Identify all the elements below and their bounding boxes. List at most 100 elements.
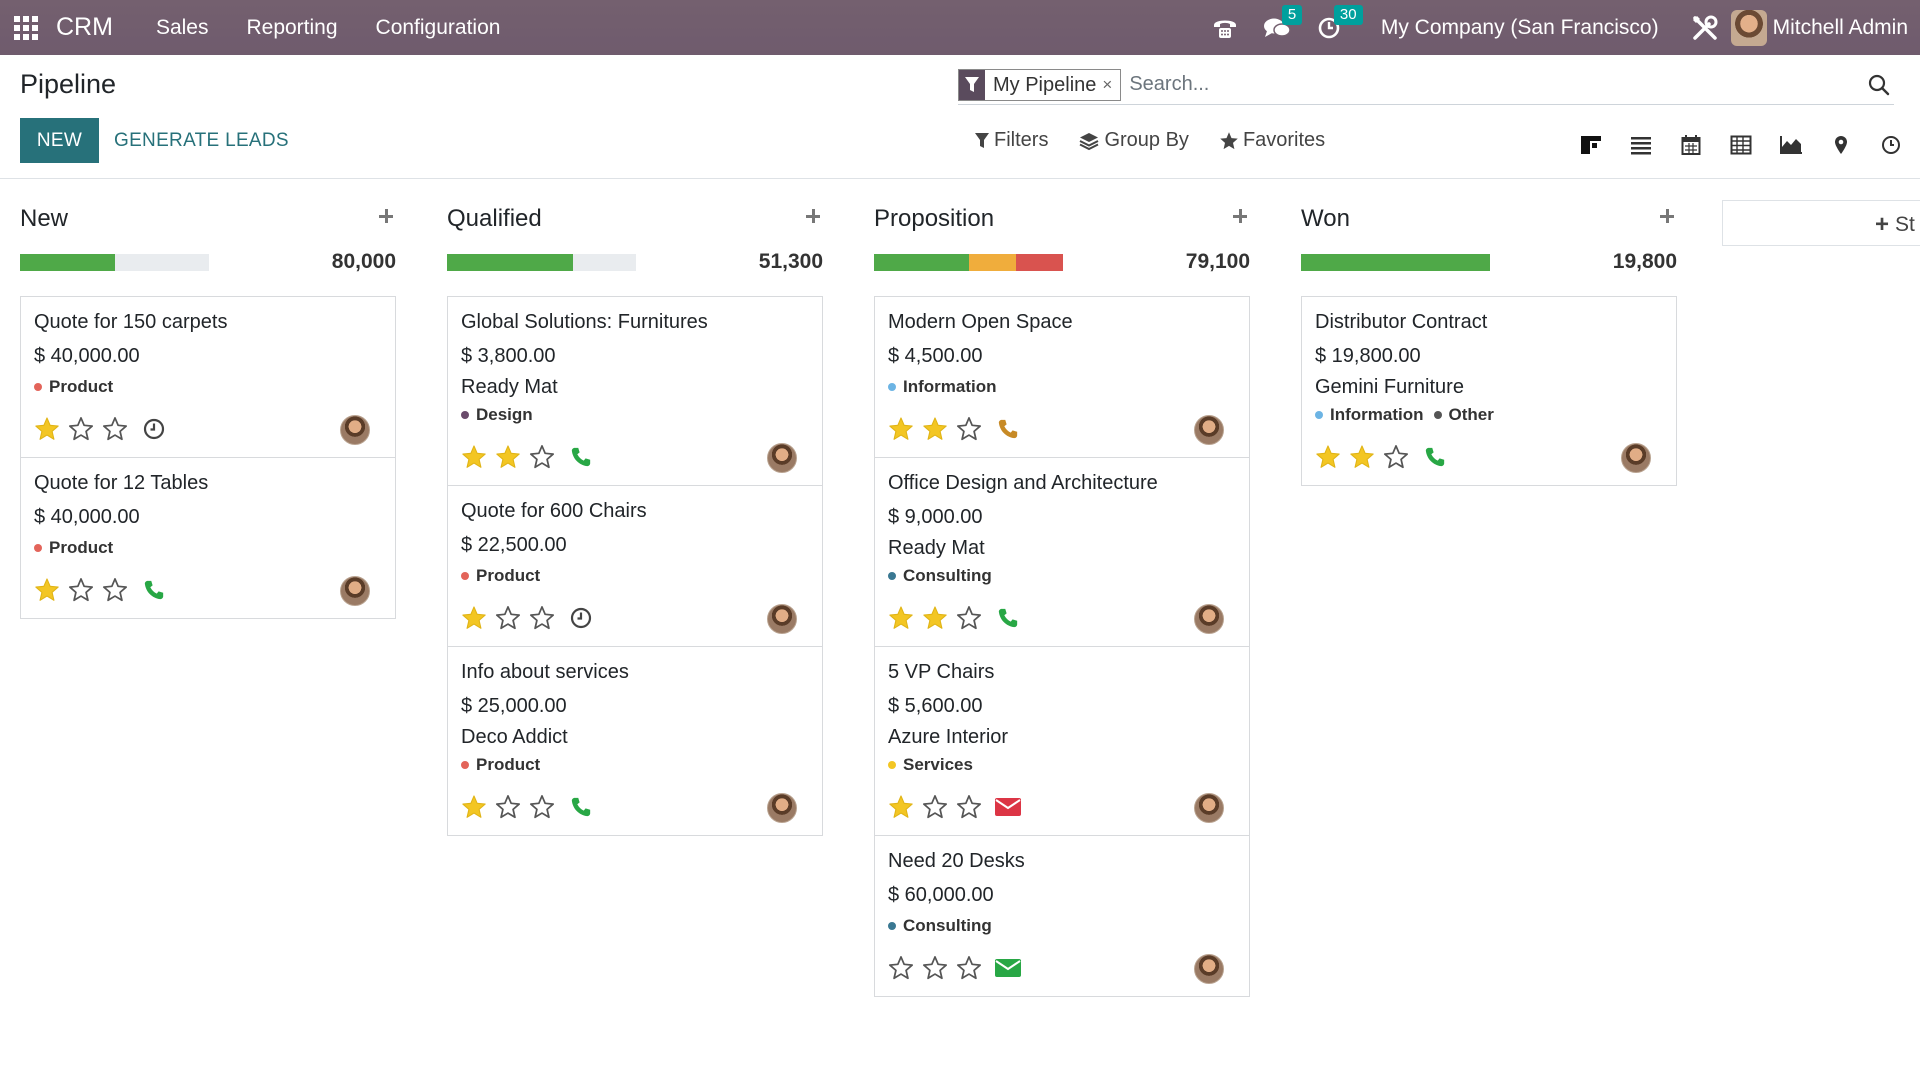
list-view-icon[interactable] bbox=[1616, 128, 1666, 162]
user-menu[interactable]: Mitchell Admin bbox=[1730, 9, 1908, 46]
salesperson-avatar[interactable] bbox=[340, 576, 370, 606]
kanban-view-icon[interactable] bbox=[1566, 128, 1616, 162]
column-quick-create-icon[interactable] bbox=[803, 206, 823, 226]
menu-configuration[interactable]: Configuration bbox=[375, 15, 501, 39]
calendar-view-icon[interactable] bbox=[1666, 128, 1716, 162]
company-switcher[interactable]: My Company (San Francisco) bbox=[1380, 15, 1659, 39]
column-progress-bar[interactable] bbox=[447, 254, 636, 271]
column-progress-bar[interactable] bbox=[874, 254, 1063, 271]
star-empty-icon[interactable] bbox=[68, 416, 94, 442]
activity-phone-icon[interactable] bbox=[567, 443, 595, 471]
star-empty-icon[interactable] bbox=[956, 955, 982, 981]
clock-icon[interactable]: 30 bbox=[1314, 4, 1363, 43]
graph-view-icon[interactable] bbox=[1766, 128, 1816, 162]
generate-leads-button[interactable]: GENERATE LEADS bbox=[114, 130, 289, 151]
activity-phone-icon[interactable] bbox=[994, 415, 1022, 443]
salesperson-avatar[interactable] bbox=[1194, 604, 1224, 634]
activity-email-icon[interactable] bbox=[994, 793, 1022, 821]
activity-clock-icon[interactable] bbox=[567, 604, 595, 632]
groupby-toggle[interactable]: Group By bbox=[1078, 129, 1189, 152]
column-progress-bar[interactable] bbox=[20, 254, 209, 271]
column-title[interactable]: Qualified bbox=[447, 205, 542, 232]
menu-reporting[interactable]: Reporting bbox=[246, 15, 338, 39]
pivot-view-icon[interactable] bbox=[1716, 128, 1766, 162]
column-quick-create-icon[interactable] bbox=[1657, 206, 1677, 226]
kanban-card[interactable]: Need 20 Desks $ 60,000.00 Consulting bbox=[874, 835, 1250, 997]
salesperson-avatar[interactable] bbox=[1194, 793, 1224, 823]
column-title[interactable]: Won bbox=[1301, 205, 1350, 232]
column-progress-bar[interactable] bbox=[1301, 254, 1490, 271]
tools-icon[interactable] bbox=[1690, 13, 1720, 43]
salesperson-avatar[interactable] bbox=[767, 443, 797, 473]
activity-phone-icon[interactable] bbox=[994, 604, 1022, 632]
activity-clock-icon[interactable] bbox=[140, 415, 168, 443]
star-filled-icon[interactable] bbox=[461, 444, 487, 470]
map-view-icon[interactable] bbox=[1816, 128, 1866, 162]
kanban-card[interactable]: Office Design and Architecture $ 9,000.00… bbox=[874, 457, 1250, 647]
star-empty-icon[interactable] bbox=[529, 444, 555, 470]
kanban-card[interactable]: Distributor Contract $ 19,800.00 Gemini Fu… bbox=[1301, 296, 1677, 486]
apps-grid-icon[interactable] bbox=[14, 15, 38, 40]
add-stage-button[interactable]: + St bbox=[1875, 211, 1915, 239]
kanban-card[interactable]: Quote for 12 Tables $ 40,000.00 Product bbox=[20, 457, 396, 619]
kanban-card[interactable]: Modern Open Space $ 4,500.00 Information bbox=[874, 296, 1250, 458]
star-empty-icon[interactable] bbox=[495, 605, 521, 631]
star-empty-icon[interactable] bbox=[956, 416, 982, 442]
star-filled-icon[interactable] bbox=[461, 794, 487, 820]
kanban-card[interactable]: Info about services $ 25,000.00 Deco Addic… bbox=[447, 646, 823, 836]
star-filled-icon[interactable] bbox=[495, 444, 521, 470]
star-empty-icon[interactable] bbox=[529, 794, 555, 820]
kanban-card[interactable]: 5 VP Chairs $ 5,600.00 Azure Interior Servi… bbox=[874, 646, 1250, 836]
star-empty-icon[interactable] bbox=[888, 955, 914, 981]
star-empty-icon[interactable] bbox=[102, 577, 128, 603]
activity-phone-icon[interactable] bbox=[1421, 443, 1449, 471]
star-empty-icon[interactable] bbox=[1383, 444, 1409, 470]
star-empty-icon[interactable] bbox=[922, 794, 948, 820]
star-empty-icon[interactable] bbox=[529, 605, 555, 631]
star-empty-icon[interactable] bbox=[102, 416, 128, 442]
salesperson-avatar[interactable] bbox=[1194, 954, 1224, 984]
activity-view-icon[interactable] bbox=[1866, 128, 1916, 162]
chat-icon[interactable]: 5 bbox=[1262, 4, 1303, 43]
star-filled-icon[interactable] bbox=[922, 605, 948, 631]
salesperson-avatar[interactable] bbox=[1621, 443, 1651, 473]
salesperson-avatar[interactable] bbox=[767, 604, 797, 634]
app-brand[interactable]: CRM bbox=[56, 13, 113, 41]
star-empty-icon[interactable] bbox=[956, 605, 982, 631]
star-filled-icon[interactable] bbox=[34, 416, 60, 442]
star-empty-icon[interactable] bbox=[922, 955, 948, 981]
salesperson-avatar[interactable] bbox=[1194, 415, 1224, 445]
column-quick-create-icon[interactable] bbox=[1230, 206, 1250, 226]
star-filled-icon[interactable] bbox=[1315, 444, 1341, 470]
star-filled-icon[interactable] bbox=[922, 416, 948, 442]
search-icon[interactable] bbox=[1864, 70, 1894, 100]
phone-icon[interactable] bbox=[1210, 13, 1240, 43]
column-title[interactable]: Proposition bbox=[874, 205, 995, 232]
search-input[interactable] bbox=[1129, 73, 1864, 96]
star-filled-icon[interactable] bbox=[888, 605, 914, 631]
kanban-card[interactable]: Quote for 600 Chairs $ 22,500.00 Product bbox=[447, 485, 823, 647]
new-button[interactable]: NEW bbox=[20, 118, 99, 163]
menu-sales[interactable]: Sales bbox=[155, 15, 209, 39]
column-title[interactable]: New bbox=[20, 205, 69, 232]
favorites-toggle[interactable]: Favorites bbox=[1219, 129, 1325, 152]
star-filled-icon[interactable] bbox=[888, 794, 914, 820]
star-filled-icon[interactable] bbox=[888, 416, 914, 442]
activity-phone-icon[interactable] bbox=[140, 576, 168, 604]
add-stage-column[interactable]: + St bbox=[1722, 200, 1920, 246]
column-quick-create-icon[interactable] bbox=[376, 206, 396, 226]
salesperson-avatar[interactable] bbox=[767, 793, 797, 823]
star-filled-icon[interactable] bbox=[34, 577, 60, 603]
kanban-card[interactable]: Global Solutions: Furnitures $ 3,800.00 Re… bbox=[447, 296, 823, 486]
facet-remove-icon[interactable]: × bbox=[1102, 74, 1113, 94]
star-empty-icon[interactable] bbox=[495, 794, 521, 820]
filters-toggle[interactable]: Filters bbox=[974, 129, 1048, 152]
star-empty-icon[interactable] bbox=[68, 577, 94, 603]
star-filled-icon[interactable] bbox=[461, 605, 487, 631]
star-empty-icon[interactable] bbox=[956, 794, 982, 820]
activity-email-icon[interactable] bbox=[994, 954, 1022, 982]
salesperson-avatar[interactable] bbox=[340, 415, 370, 445]
kanban-card[interactable]: Quote for 150 carpets $ 40,000.00 Product bbox=[20, 296, 396, 458]
activity-phone-icon[interactable] bbox=[567, 793, 595, 821]
star-filled-icon[interactable] bbox=[1349, 444, 1375, 470]
